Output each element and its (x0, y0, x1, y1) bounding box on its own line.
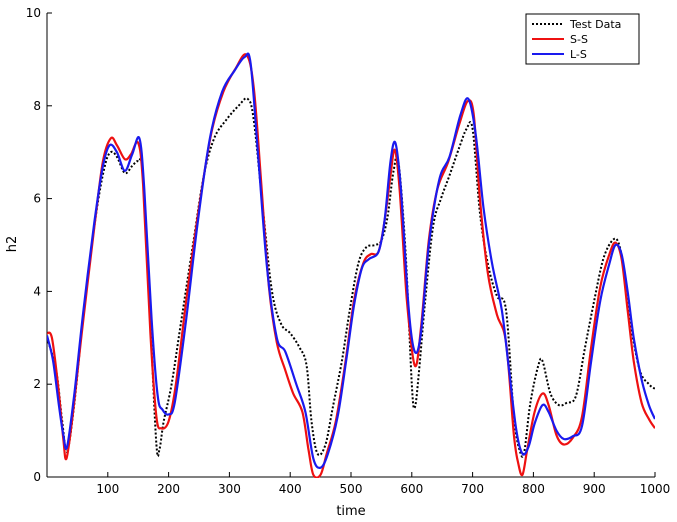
legend-label-s-s: S-S (570, 33, 588, 46)
x-tick-label: 200 (157, 482, 180, 496)
x-tick-label: 400 (279, 482, 302, 496)
x-tick-label: 900 (583, 482, 606, 496)
y-tick-label: 8 (33, 99, 41, 113)
y-axis-title: h2 (5, 236, 20, 253)
x-tick-label: 600 (400, 482, 423, 496)
plot-area: 100 200 300 400 500 600 700 800 900 1000 0 2 4 6 8 10 Te… (26, 6, 671, 496)
x-tick-label: 100 (96, 482, 119, 496)
x-axis-title: time (336, 504, 365, 519)
y-tick-label: 10 (26, 6, 41, 20)
legend-label-test-data: Test Data (569, 18, 621, 31)
y-tick-label: 2 (33, 377, 41, 391)
x-tick-label: 1000 (640, 482, 671, 496)
x-tick-label: 300 (218, 482, 241, 496)
series-line-l-s (47, 52, 655, 470)
x-tick-label: 500 (340, 482, 363, 496)
y-tick-label: 6 (33, 192, 41, 206)
y-tick-label: 4 (33, 284, 41, 298)
legend: Test Data S-S L-S (525, 13, 640, 65)
legend-label-l-s: L-S (570, 48, 587, 61)
x-tick-label: 700 (461, 482, 484, 496)
x-tick-label: 800 (522, 482, 545, 496)
y-tick-label: 0 (33, 470, 41, 484)
